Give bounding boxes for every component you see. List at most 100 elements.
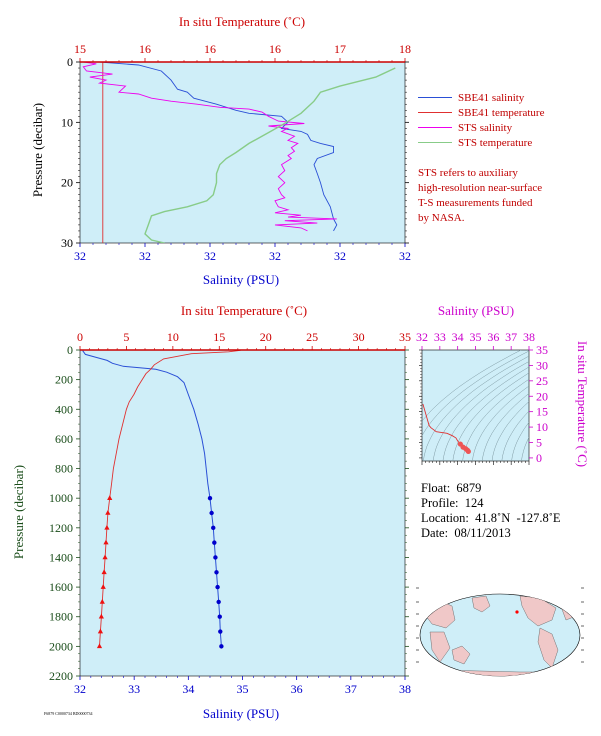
bottom-temperature-axis-title: In situ Temperature (˚C) <box>181 303 307 318</box>
density-isoline <box>472 385 529 461</box>
bottom-temperature-tick-label: 5 <box>123 330 129 344</box>
density-isoline <box>422 350 529 437</box>
density-isoline <box>422 350 522 422</box>
top-temperature-tick-label: 16 <box>269 42 281 56</box>
bottom-temperature-tick-label: 0 <box>77 330 83 344</box>
top-salinity-tick-label: 32 <box>204 249 216 263</box>
temperature-sample-marker <box>104 524 110 530</box>
ts-salinity-axis-title: Salinity (PSU) <box>438 303 514 318</box>
top-temperature-tick-label: 17 <box>334 42 346 56</box>
top-pressure-tick-label: 0 <box>67 55 73 69</box>
bottom-pressure-tick-label: 0 <box>67 343 73 357</box>
ts-temperature-tick-label: 0 <box>536 451 542 465</box>
bottom-pressure-tick-label: 1000 <box>49 491 73 505</box>
temperature-sample-marker <box>102 554 108 560</box>
top-temperature-tick-label: 15 <box>74 42 86 56</box>
bottom-pressure-tick-label: 1800 <box>49 610 73 624</box>
temperature-sample-marker <box>101 569 107 575</box>
float-location-marker <box>515 610 519 614</box>
density-isoline <box>462 378 529 461</box>
ts-sample-marker <box>465 448 471 455</box>
ts-temperature-tick-label: 10 <box>536 420 548 434</box>
density-isoline <box>423 355 529 461</box>
bottom-temperature-tick-label: 10 <box>167 330 179 344</box>
ts-salinity-tick-label: 36 <box>487 330 499 344</box>
salinity-sample-marker <box>211 525 216 531</box>
ts-temperature-tick-label: 20 <box>536 389 548 403</box>
bottom-salinity-tick-label: 38 <box>399 682 411 696</box>
temperature-sample-marker <box>97 628 104 634</box>
bottom-pressure-tick-label: 1400 <box>49 550 73 564</box>
top-salinity-axis-title: Salinity (PSU) <box>203 272 279 287</box>
legend-item-sbe41-temperature: SBE41 temperature <box>418 105 598 120</box>
bottom-temperature-tick-label: 25 <box>306 330 318 344</box>
bottom-plot-area <box>79 349 406 677</box>
series-line-sbe41-salinity <box>99 62 338 232</box>
density-isoline <box>481 393 529 461</box>
ts-temperature-tick-label: 5 <box>536 436 542 450</box>
bottom-pressure-tick-label: 1200 <box>49 521 73 535</box>
full-depth-profile-chart: 0 5 10 15 20 25 30 35 32 33 34 35 36 37 38 0 200 400 600 80… <box>11 303 411 721</box>
temperature-sample-marker <box>103 539 109 545</box>
salinity-sample-marker <box>219 644 224 649</box>
density-isoline <box>442 366 529 461</box>
note-line: by NASA. <box>418 212 465 224</box>
bottom-pressure-tick-label: 1600 <box>49 580 73 594</box>
near-surface-profile-chart: 15 16 16 16 17 18 32 32 32 32 32 32 0 10 20 30 In situ … <box>30 14 411 287</box>
top-salinity-tick-label: 32 <box>399 249 411 263</box>
legend-label: STS salinity <box>458 121 513 134</box>
temperature-profile-line <box>99 350 241 647</box>
location-row: Location: 41.8˚N -127.8˚E <box>421 511 601 526</box>
top-plot-area <box>79 61 406 244</box>
date-label: Date: <box>421 526 449 540</box>
ts-salinity-tick-label: 38 <box>523 330 535 344</box>
density-isoline <box>521 436 529 461</box>
legend-item-sbe41-salinity: SBE41 salinity <box>418 90 598 105</box>
legend-item-sts-salinity: STS salinity <box>418 120 598 135</box>
top-pressure-axis-title: Pressure (decibar) <box>30 103 45 197</box>
density-isoline <box>452 372 529 461</box>
bottom-temperature-tick-label: 20 <box>260 330 272 344</box>
bottom-pressure-tick-label: 2200 <box>49 669 73 683</box>
bottom-pressure-tick-label: 400 <box>55 402 73 416</box>
ts-salinity-tick-label: 33 <box>434 330 446 344</box>
legend: SBE41 salinity SBE41 temperature STS sal… <box>418 90 598 150</box>
bottom-pressure-tick-label: 800 <box>55 462 73 476</box>
bottom-salinity-tick-label: 34 <box>182 682 194 696</box>
ts-temperature-tick-label: 25 <box>536 374 548 388</box>
bottom-salinity-tick-label: 37 <box>345 682 357 696</box>
temperature-sample-marker <box>98 613 104 619</box>
top-salinity-tick-label: 32 <box>334 249 346 263</box>
salinity-sample-marker <box>217 614 222 619</box>
series-line-sts-temperature <box>144 67 396 243</box>
note-line: T-S measurements funded <box>418 197 533 209</box>
salinity-sample-marker <box>215 584 220 590</box>
temperature-sample-marker <box>99 598 105 604</box>
top-salinity-tick-label: 32 <box>74 249 86 263</box>
footer-code: F6879 C0000734 BD0000734 <box>44 711 93 716</box>
top-temperature-tick-label: 18 <box>399 42 411 56</box>
ts-salinity-tick-label: 35 <box>470 330 482 344</box>
bottom-salinity-tick-label: 33 <box>128 682 140 696</box>
top-temperature-tick-label: 16 <box>139 42 151 56</box>
note-line: STS refers to auxiliary <box>418 167 518 179</box>
salinity-sample-marker <box>212 540 217 545</box>
profile-row: Profile: 124 <box>421 496 601 511</box>
temperature-sample-marker <box>107 495 113 500</box>
bottom-temperature-tick-label: 15 <box>213 330 225 344</box>
legend-line <box>418 142 452 143</box>
bottom-pressure-tick-label: 2000 <box>49 639 73 653</box>
legend-item-sts-temperature: STS temperature <box>418 135 598 150</box>
salinity-profile-line <box>82 350 222 647</box>
profile-label: Profile: <box>421 496 459 510</box>
ts-temperature-tick-label: 15 <box>536 405 548 419</box>
salinity-sample-marker <box>207 495 213 501</box>
note-line: high-resolution near-surface <box>418 182 543 194</box>
bottom-temperature-tick-label: 35 <box>399 330 411 344</box>
bottom-salinity-tick-label: 35 <box>237 682 249 696</box>
ts-temperature-axis-title: In situ Temperature (˚C) <box>575 341 590 467</box>
bottom-temperature-tick-label: 30 <box>353 330 365 344</box>
float-id-row: Float: 6879 <box>421 481 601 496</box>
